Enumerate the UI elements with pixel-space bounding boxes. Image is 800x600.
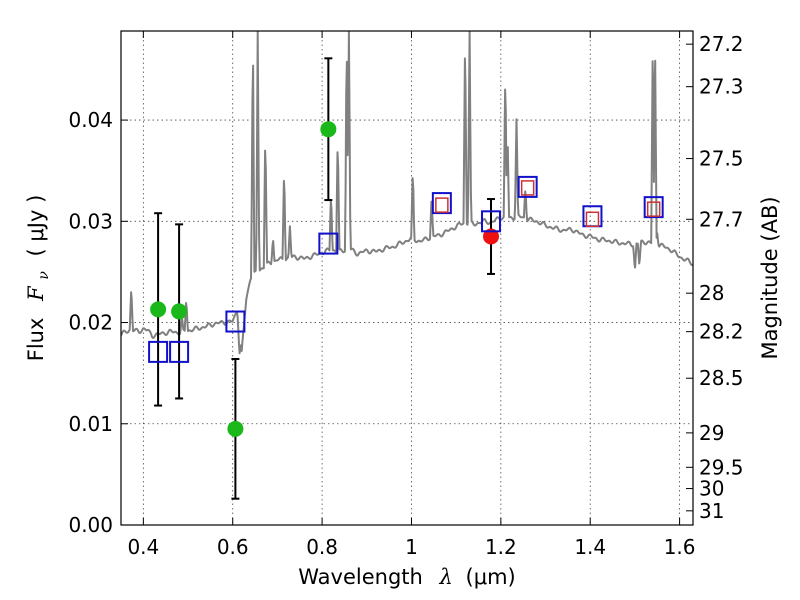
grid-lines — [121, 31, 693, 525]
model-square-blue — [643, 196, 664, 219]
x-tick-label: 1.2 — [485, 535, 517, 559]
model-square-red — [520, 180, 535, 196]
observed-point — [483, 228, 500, 245]
y-tick-label: 0.00 — [68, 513, 113, 537]
right-tick-label: 27.7 — [699, 207, 744, 231]
right-tick-label: 29 — [699, 421, 724, 445]
x-tick-label: 1 — [405, 535, 418, 559]
observed-point — [150, 301, 167, 318]
observed-point — [171, 303, 188, 320]
model-square-red — [435, 197, 449, 213]
model-square-blue — [481, 210, 502, 233]
right-tick-label: 28 — [699, 281, 724, 305]
model-square-blue — [169, 340, 190, 363]
right-tick-label: 28.5 — [699, 366, 744, 390]
plot-frame — [120, 30, 694, 526]
y-axis-label: Flux F ν ( μJy ) — [24, 195, 53, 362]
model-square-blue — [318, 232, 339, 255]
right-tick-label: 30 — [699, 477, 724, 501]
x-axis-ticks: 0.4 0.6 0.8 1 1.2 1.4 1.6 — [127, 31, 696, 559]
right-axis-label: Magnitude (AB) — [758, 196, 782, 359]
data-points — [148, 121, 664, 437]
right-tick-label: 27.5 — [699, 147, 744, 171]
x-axis-label-symbol: λ — [439, 565, 453, 589]
y-axis-label-symbol: F — [24, 285, 48, 302]
plot-area — [121, 31, 693, 500]
model-square-blue — [225, 310, 246, 333]
x-tick-label: 0.6 — [217, 535, 249, 559]
x-axis-label-unit: (μm) — [466, 565, 516, 589]
right-tick-label: 27.2 — [699, 32, 744, 56]
x-tick-label: 1.6 — [664, 535, 696, 559]
x-axis-label-text: Wavelength — [298, 565, 423, 589]
model-spectrum-line — [121, 31, 693, 355]
y-axis-label-text: Flux — [24, 318, 48, 362]
right-tick-label: 29.5 — [699, 455, 744, 479]
y-tick-label: 0.04 — [68, 108, 113, 132]
x-tick-label: 0.4 — [127, 535, 159, 559]
model-square-blue — [431, 192, 452, 215]
y-axis-label-subscript: ν — [36, 271, 52, 280]
observed-point — [227, 420, 244, 437]
x-axis-label: Wavelength λ (μm) — [298, 565, 515, 589]
right-tick-label: 28.2 — [699, 320, 744, 344]
model-square-red — [585, 211, 600, 228]
model-square-blue — [148, 340, 169, 363]
right-tick-label: 27.3 — [699, 75, 744, 99]
observed-point — [320, 121, 337, 138]
x-tick-label: 0.8 — [306, 535, 338, 559]
y-axis-ticks: 0.00 0.01 0.02 0.03 0.04 — [68, 108, 128, 537]
y-axis-label-unit: ( μJy ) — [24, 195, 48, 257]
model-square-blue — [517, 175, 538, 198]
x-tick-label: 1.4 — [574, 535, 606, 559]
y-tick-label: 0.02 — [68, 311, 113, 335]
model-square-red — [646, 201, 661, 217]
right-tick-label: 31 — [699, 499, 724, 523]
y-tick-label: 0.03 — [68, 209, 113, 233]
y-tick-label: 0.01 — [68, 412, 113, 436]
